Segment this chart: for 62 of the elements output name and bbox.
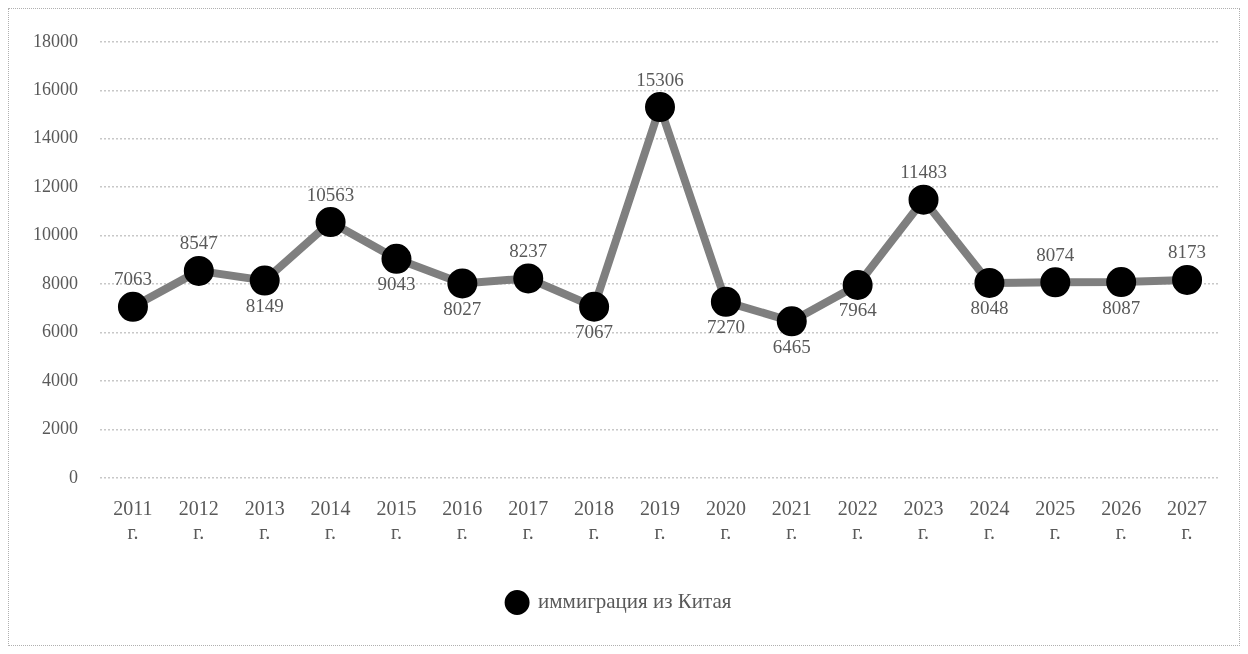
point — [447, 268, 478, 299]
y-tick-label: 16000 — [33, 79, 78, 99]
legend-label: иммиграция из Китая — [538, 589, 732, 614]
data-label: 9043 — [377, 273, 416, 295]
point — [1106, 267, 1137, 298]
point — [1040, 267, 1071, 298]
y-tick-label: 8000 — [42, 272, 78, 293]
y-tick-label: 12000 — [33, 175, 78, 196]
y-tick-label: 6000 — [42, 321, 78, 342]
x-tick-label: 2017 г. — [508, 497, 549, 544]
data-label: 8074 — [1036, 243, 1075, 265]
x-tick-label: 2019 г. — [640, 497, 680, 544]
data-label: 8173 — [1168, 241, 1207, 263]
point — [974, 267, 1005, 298]
point — [249, 265, 280, 296]
x-tick-label: 2016 г. — [442, 497, 483, 544]
point — [579, 291, 610, 322]
x-tick-label: 2015 г. — [376, 497, 417, 544]
y-tick-label: 4000 — [42, 369, 78, 390]
data-label: 8087 — [1102, 296, 1141, 318]
x-tick-label: 2011 г. — [113, 497, 153, 544]
data-label: 7067 — [575, 321, 614, 343]
data-label: 8237 — [509, 239, 548, 261]
data-label: 8048 — [970, 297, 1009, 319]
data-label: 11483 — [900, 161, 947, 183]
data-label: 7270 — [706, 316, 745, 338]
y-tick-label: 2000 — [42, 418, 78, 439]
point — [315, 207, 346, 238]
point — [908, 184, 939, 215]
data-label: 6465 — [772, 335, 811, 357]
x-tick-label: 2012 г. — [178, 497, 219, 544]
data-label: 8149 — [245, 295, 284, 317]
x-tick-label: 2014 г. — [310, 497, 351, 544]
point — [710, 286, 741, 317]
data-label: 15306 — [636, 68, 684, 90]
x-tick-label: 2022 г. — [837, 497, 878, 544]
data-label: 7063 — [113, 268, 152, 290]
point — [1172, 264, 1203, 295]
y-tick-label: 10000 — [33, 224, 78, 245]
point — [183, 255, 214, 286]
data-label: 10563 — [306, 183, 355, 205]
x-tick-label: 2020 г. — [705, 497, 746, 544]
y-tick-label: 14000 — [33, 127, 78, 148]
y-tick-label: 0 — [69, 466, 78, 487]
x-tick-label: 2024 г. — [969, 497, 1010, 544]
x-tick-label: 2013 г. — [244, 497, 285, 544]
data-label: 8027 — [443, 297, 482, 319]
point — [645, 92, 675, 123]
x-tick-label: 2027 г. — [1167, 497, 1208, 544]
point — [842, 270, 873, 301]
x-tick-label: 2026 г. — [1101, 497, 1142, 544]
y-tick-label: 18000 — [33, 30, 78, 51]
data-label: 8547 — [179, 232, 218, 254]
data-label: 7964 — [838, 299, 878, 321]
point — [776, 306, 807, 337]
x-tick-label: 2021 г. — [771, 497, 812, 544]
point — [381, 243, 412, 274]
point — [117, 291, 148, 322]
x-tick-label: 2025 г. — [1035, 497, 1076, 544]
point — [513, 263, 544, 294]
x-tick-label: 2018 г. — [574, 497, 615, 544]
x-tick-label: 2023 г. — [903, 497, 944, 544]
